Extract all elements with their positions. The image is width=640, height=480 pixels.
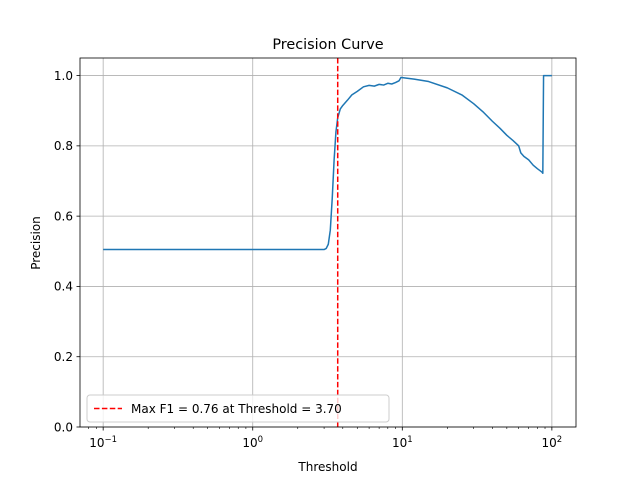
legend: Max F1 = 0.76 at Threshold = 3.70 — [86, 394, 390, 423]
series-layer — [103, 58, 552, 427]
grid — [80, 58, 576, 428]
y-tick-label: 0.4 — [54, 280, 73, 294]
y-tick-label: 0.6 — [54, 209, 73, 223]
precision-series-line — [103, 74, 552, 251]
axes: 10−1 100 101 102 0.0 0.2 0.4 0.6 0.8 1.0 — [54, 57, 577, 450]
legend-box — [86, 394, 390, 423]
y-tick-label: 0.0 — [54, 420, 73, 434]
chart-title: Precision Curve — [272, 37, 383, 53]
y-tick-label: 0.2 — [54, 350, 73, 364]
x-axis-label: Threshold — [297, 460, 357, 474]
x-tick-label: 10−1 — [89, 435, 117, 450]
plot-frame — [79, 57, 577, 428]
y-tick-label: 0.8 — [54, 139, 73, 153]
legend-entry-label: Max F1 = 0.76 at Threshold = 3.70 — [131, 402, 342, 416]
x-tick-label: 101 — [392, 435, 413, 450]
y-axis-label: Precision — [29, 216, 43, 270]
x-tick-label: 102 — [542, 435, 563, 450]
y-tick-label: 1.0 — [54, 69, 73, 83]
x-tick-label: 100 — [242, 435, 263, 450]
